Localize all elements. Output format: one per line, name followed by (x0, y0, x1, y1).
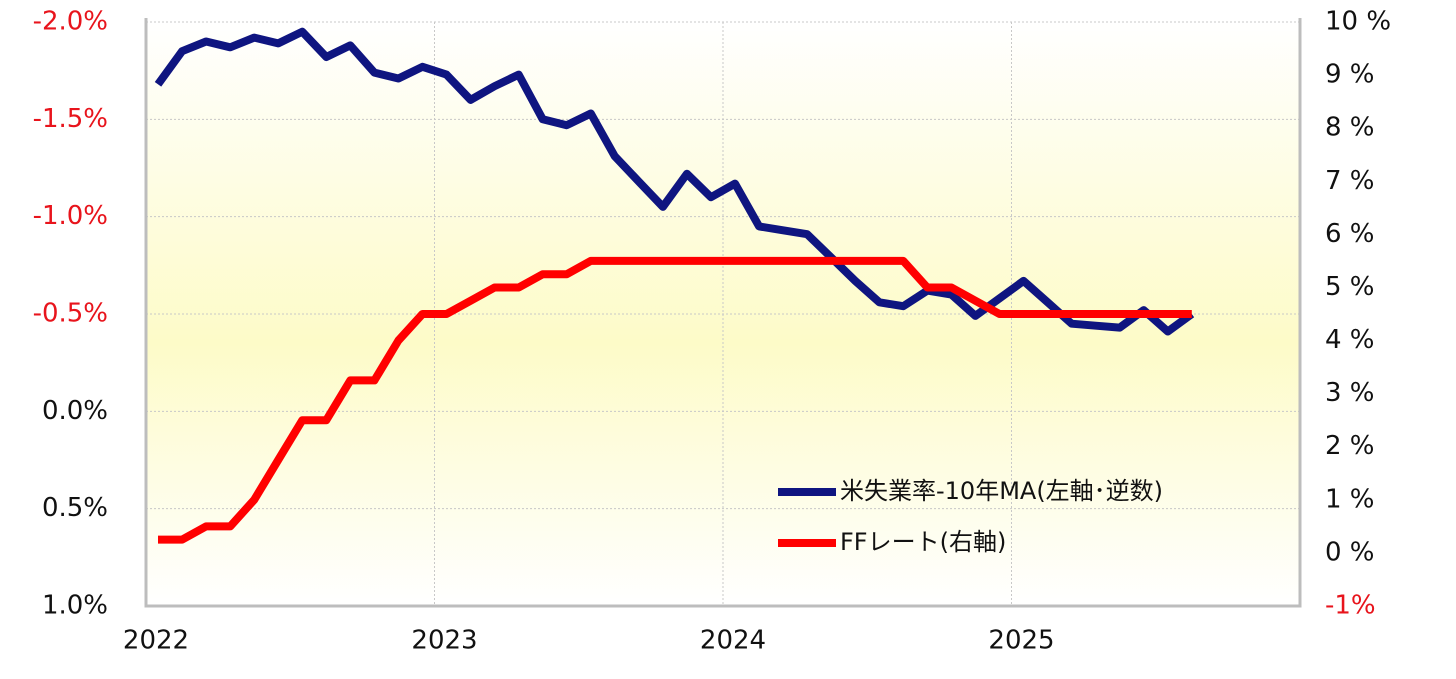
y2-tick-label: 9 % (1325, 60, 1375, 90)
y2-tick-label: 6 % (1325, 219, 1375, 249)
y-tick-label: 0.5% (42, 493, 108, 523)
y2-tick-label: -1% (1325, 591, 1376, 621)
series-line (154, 27, 1195, 336)
y2-tick-label: 4 % (1325, 325, 1375, 355)
y-tick-label: -0.5% (33, 299, 108, 329)
legend-label: FFレート(右軸) (840, 528, 1006, 556)
x-tick-label: 2023 (411, 626, 477, 656)
y-tick-label: -1.5% (33, 104, 108, 134)
y2-tick-label: 3 % (1325, 378, 1375, 408)
x-tick-label: 2024 (700, 626, 766, 656)
axis-frame (144, 18, 1302, 608)
y-tick-label: 0.0% (42, 396, 108, 426)
series-line (158, 256, 1192, 544)
y-tick-label: 1.0% (42, 591, 108, 621)
y-tick-label: -1.0% (33, 201, 108, 231)
y-tick-label: -2.0% (33, 7, 108, 37)
y2-tick-label: 0 % (1325, 537, 1375, 567)
y2-tick-label: 8 % (1325, 113, 1375, 143)
legend-label: 米失業率-10年MA(左軸･逆数) (840, 477, 1163, 505)
x-tick-label: 2025 (988, 626, 1054, 656)
y2-tick-label: 7 % (1325, 166, 1375, 196)
y2-tick-label: 5 % (1325, 272, 1375, 302)
y2-tick-label: 10 % (1325, 7, 1391, 37)
x-tick-label: 2022 (123, 626, 189, 656)
y2-tick-label: 1 % (1325, 484, 1375, 514)
y2-tick-label: 2 % (1325, 431, 1375, 461)
